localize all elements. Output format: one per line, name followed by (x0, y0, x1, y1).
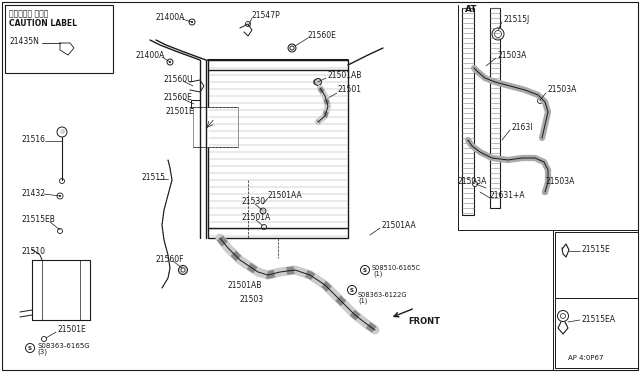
Circle shape (246, 22, 250, 26)
Circle shape (60, 179, 65, 183)
Text: S: S (350, 288, 354, 292)
Circle shape (314, 78, 321, 86)
Text: (3): (3) (37, 349, 47, 355)
Circle shape (538, 99, 543, 103)
Circle shape (557, 311, 568, 321)
Text: 21503A: 21503A (458, 177, 488, 186)
Text: 21631+A: 21631+A (490, 190, 525, 199)
Circle shape (59, 195, 61, 197)
Bar (191, 100, 200, 108)
Bar (490, 8, 500, 208)
Circle shape (492, 28, 504, 40)
Text: (1): (1) (358, 298, 368, 304)
Circle shape (262, 224, 266, 230)
Text: AT: AT (465, 6, 477, 15)
Bar (555, 232, 638, 298)
Text: 21560E: 21560E (163, 93, 192, 103)
Text: S08363-6122G: S08363-6122G (358, 292, 408, 298)
Text: 21516: 21516 (22, 135, 46, 144)
Text: FRONT: FRONT (408, 317, 440, 327)
Text: 21560E: 21560E (308, 32, 337, 41)
Circle shape (290, 46, 294, 50)
Bar (555, 298, 638, 368)
Text: 21560F: 21560F (155, 256, 184, 264)
Text: 21515EA: 21515EA (582, 315, 616, 324)
Circle shape (42, 337, 47, 341)
Circle shape (26, 343, 35, 353)
Circle shape (58, 228, 63, 234)
Circle shape (191, 21, 193, 23)
Circle shape (57, 193, 63, 199)
Text: @: @ (60, 129, 65, 135)
Text: (1): (1) (373, 271, 383, 277)
Text: 21400A: 21400A (135, 51, 164, 61)
Text: 21432: 21432 (22, 189, 46, 198)
Text: 21515EB: 21515EB (22, 215, 56, 224)
Circle shape (57, 127, 67, 137)
Circle shape (543, 189, 547, 195)
Text: 21510: 21510 (22, 247, 46, 257)
Text: 21503A: 21503A (546, 177, 575, 186)
Circle shape (189, 19, 195, 25)
Text: CAUTION LABEL: CAUTION LABEL (9, 19, 77, 28)
Circle shape (314, 80, 319, 84)
Text: 21503: 21503 (240, 295, 264, 305)
Text: AP 4:0P67: AP 4:0P67 (568, 355, 604, 361)
Circle shape (360, 266, 369, 275)
Bar (208, 60, 348, 238)
Circle shape (472, 182, 477, 186)
Circle shape (167, 59, 173, 65)
Text: 21501A: 21501A (242, 214, 271, 222)
Text: 21503A: 21503A (498, 51, 527, 61)
Text: 2163l: 2163l (512, 124, 534, 132)
Text: 21501AB: 21501AB (228, 280, 262, 289)
Text: 21560U: 21560U (163, 76, 193, 84)
Text: 21515E: 21515E (582, 246, 611, 254)
Text: 21400A: 21400A (155, 13, 184, 22)
Text: 21515: 21515 (142, 173, 166, 183)
Circle shape (288, 44, 296, 52)
Text: 21501E: 21501E (166, 108, 195, 116)
Text: S08363-6165G: S08363-6165G (37, 343, 90, 349)
Text: 21501AA: 21501AA (268, 190, 303, 199)
Text: 21501AA: 21501AA (382, 221, 417, 230)
Text: 21501: 21501 (337, 86, 361, 94)
Circle shape (179, 266, 188, 275)
Text: コーション ラベル: コーション ラベル (9, 10, 49, 19)
Text: 21547P: 21547P (252, 12, 281, 20)
Text: 21515J: 21515J (504, 16, 531, 25)
Text: 21435N: 21435N (10, 38, 40, 46)
Circle shape (181, 268, 185, 272)
Text: S: S (363, 267, 367, 273)
Circle shape (260, 208, 266, 214)
Circle shape (169, 61, 171, 63)
Bar (193, 107, 238, 147)
Text: S: S (28, 346, 32, 350)
Text: 21503A: 21503A (548, 86, 577, 94)
Circle shape (495, 31, 502, 38)
Text: S08510-6165C: S08510-6165C (372, 265, 421, 271)
Text: 21501E: 21501E (58, 326, 87, 334)
Circle shape (348, 285, 356, 295)
Text: 21530: 21530 (242, 198, 266, 206)
Bar (462, 8, 474, 215)
Circle shape (561, 314, 566, 318)
Bar (5, 5, 113, 73)
Text: 21501AB: 21501AB (328, 71, 362, 80)
